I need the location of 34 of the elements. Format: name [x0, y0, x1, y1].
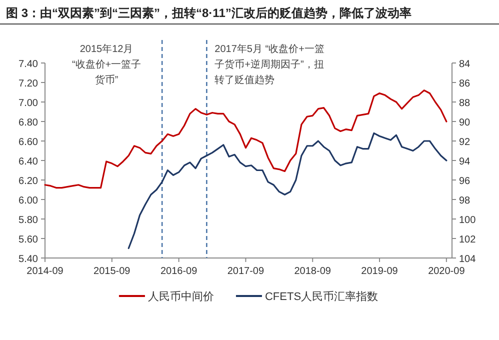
y-tick-label: 6.60 [18, 137, 38, 148]
y-tick-label: 6.20 [18, 176, 38, 187]
y-tick-label: 6.80 [18, 118, 38, 128]
legend-label: 人民币中间价 [148, 290, 214, 303]
y-tick-label: 6.40 [18, 156, 38, 168]
y-tick-label: 7.00 [18, 98, 38, 109]
x-tick-label: 2017-09 [227, 266, 264, 277]
ref-line-label: 2015年12月 “收盘价+一篮子货币” [72, 43, 142, 86]
x-tick-label: 2020-09 [428, 266, 466, 277]
y2-tick-label: 96 [459, 176, 471, 187]
y-tick-label: 5.60 [18, 234, 38, 246]
legend-label: CFETS人民币汇率指数 [264, 290, 378, 303]
y-tick-label: 5.40 [18, 254, 38, 265]
y2-tick-label: 86 [459, 78, 471, 90]
y-tick-label: 7.40 [18, 59, 38, 70]
y2-tick-label: 100 [459, 215, 476, 226]
y-tick-label: 6.00 [18, 196, 38, 206]
x-tick-label: 2019-09 [361, 266, 398, 277]
y2-tick-label: 92 [459, 137, 471, 148]
y2-tick-label: 88 [459, 98, 471, 109]
title: 图 3：由“双因素”到“三因素”，扭转“8·11”汇改后的贬值趋势，降低了波动率 [6, 6, 412, 20]
ref-line-label: 2017年5月 “收盘价+一篮子货币+逆周期因子”，扭转了贬值趋势 [214, 43, 324, 86]
x-tick-label: 2018-09 [294, 266, 332, 277]
y2-tick-label: 84 [459, 59, 471, 70]
y-tick-label: 5.80 [18, 215, 38, 226]
x-tick-label: 2014-09 [26, 266, 64, 277]
y2-tick-label: 102 [459, 234, 476, 246]
y-tick-label: 7.20 [18, 78, 38, 90]
y2-tick-label: 90 [459, 118, 471, 128]
x-tick-label: 2016-09 [160, 266, 198, 277]
y2-tick-label: 94 [459, 156, 471, 168]
x-tick-label: 2015-09 [94, 266, 131, 277]
y2-tick-label: 104 [459, 254, 476, 265]
y2-tick-label: 98 [459, 196, 471, 206]
